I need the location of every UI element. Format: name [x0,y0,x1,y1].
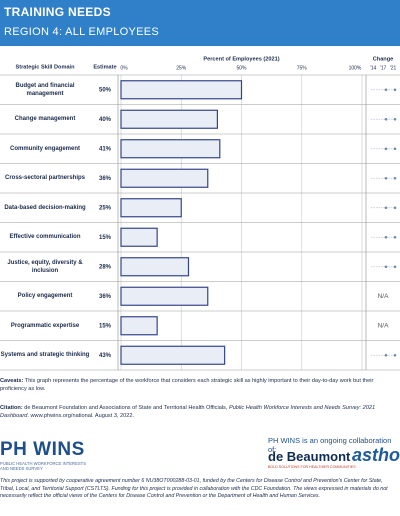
caveats-text: This graph represents the percentage of … [0,378,374,393]
trend-icon [393,176,397,180]
change-year: '21 [390,65,397,71]
estimate-label: 15% [99,235,112,241]
citation-text-end: . www.phwins.org/national. August 3, 202… [27,413,135,420]
category-label: Policy engagement [17,293,73,300]
x-tick-label: 50% [236,65,247,71]
category-label: Cross-sectoral partnerships [4,175,86,182]
change-note: N/A [378,322,390,329]
estimate-label: 40% [99,117,112,123]
partner-logo: de Beaumont [268,449,351,464]
change-year: '17 [380,65,387,71]
collab-text: PH WINS is an ongoing collaboration of: [268,436,392,454]
trend-icon [384,353,388,357]
estimate-label: 25% [99,205,112,211]
caveats: Caveats: This graph represents the perce… [0,377,398,393]
title: TRAINING NEEDS [4,5,111,19]
partner-logo: astho [352,445,400,465]
category-label: Change management [14,116,76,123]
estimate-label: 36% [99,294,112,300]
trend-icon [384,235,388,239]
category-label: Data-based decision-making [4,204,86,211]
category-label: Effective communication [9,234,81,241]
header-band [0,0,400,46]
partner-tagline: BOLD SOLUTIONS FOR HEALTHIER COMMUNITIES [268,465,356,469]
estimate-label: 15% [99,323,112,329]
chart: Strategic Skill Domain Estimate Percent of… [0,56,400,371]
trend-icon [393,147,397,151]
logo-tagline: PUBLIC HEALTH WORKFORCE INTERESTS AND NE… [0,461,87,472]
citation-label: Citation: [0,405,23,411]
trend-icon [393,353,397,357]
trend-icon [384,265,388,269]
subtitle: REGION 4: ALL EMPLOYEES [4,26,160,38]
citation-text: de Beaumont Foundation and Associations … [24,405,229,411]
caveats-label: Caveats: [0,378,24,384]
trend-icon [393,235,397,239]
column-header: Change [373,56,394,62]
axis-label: Percent of Employees (2021) [203,56,279,62]
estimate-label: 28% [99,264,112,270]
column-header: Estimate [93,64,116,70]
trend-icon [393,206,397,210]
bar [120,168,209,188]
bar [120,316,158,336]
category-label: Community engagement [9,145,80,152]
x-tick-label: 75% [297,65,308,71]
category-label: Systems and strategic thinking [0,352,90,359]
trend-icon [384,206,388,210]
column-header: Strategic Skill Domain [15,64,75,70]
category-label: Programmatic expertise [10,322,80,329]
trend-icon [393,88,397,92]
change-note: N/A [378,293,390,300]
trend-icon [384,117,388,121]
trend-icon [393,117,397,121]
bar [120,109,219,129]
trend-icon [384,88,388,92]
bar [120,345,226,365]
bar [120,80,243,100]
x-tick-label: 100% [349,65,362,71]
x-tick-label: 25% [176,65,187,71]
funding-text: This project is supported by cooperative… [0,478,388,500]
citation-title: Public Health Workforce Interests and Ne… [0,405,376,420]
estimate-label: 43% [99,353,112,359]
estimate-label: 41% [99,146,112,152]
x-tick-label: 0% [120,65,128,71]
bar [120,286,209,306]
bar [120,139,221,159]
trend-icon [393,265,397,269]
bar [120,227,158,247]
bar [120,198,182,218]
bar [120,257,190,277]
citation: Citation: de Beaumont Foundation and Ass… [0,404,398,420]
logo: PH WINS [0,439,85,460]
trend-icon [384,147,388,151]
change-year: '14 [370,65,377,71]
estimate-label: 36% [99,176,112,182]
category-label: Budget and financial management [15,82,75,97]
category-label: Justice, equity, diversity & inclusion [7,259,83,274]
trend-icon [384,176,388,180]
estimate-label: 50% [99,87,112,93]
